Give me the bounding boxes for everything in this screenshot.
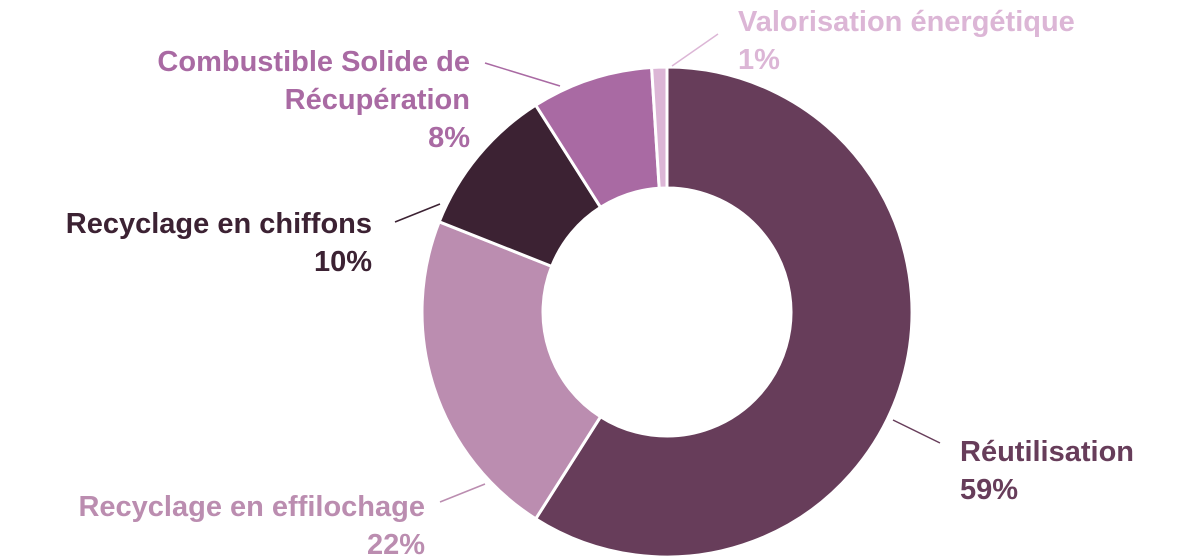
category-name: Réutilisation [960,436,1135,468]
slice-label: Valorisation énergétique 1% [738,3,1158,79]
leader-line [484,62,561,87]
category-name: Recyclage en chiffons [65,208,372,240]
category-name: Combustible Solide de Récupération [157,46,470,116]
leader-line [892,419,941,444]
slice-label: Réutilisation 59% [960,433,1179,509]
value-label: 8% [428,122,470,154]
slice [533,65,914,556]
slice-label: Combustible Solide de Récupération 8% [110,43,470,157]
leader-line [671,33,719,67]
category-name: Recyclage en effilochage [78,491,425,523]
leader-line [439,483,486,503]
leader-line [394,203,441,223]
slice [650,65,669,190]
value-label: 59% [960,474,1019,506]
slice [420,219,603,521]
value-label: 10% [313,246,372,278]
slice-label: Recyclage en chiffons 10% [12,205,372,281]
value-label: 1% [738,44,780,76]
category-name: Valorisation énergétique [738,6,1075,38]
value-label: 22% [366,529,425,556]
slice-label: Recyclage en effilochage 22% [5,488,425,556]
